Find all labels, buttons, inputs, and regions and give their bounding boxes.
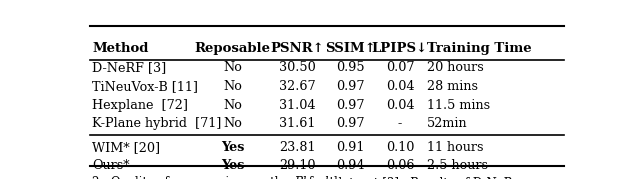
Text: 31.61: 31.61 xyxy=(279,117,315,130)
Text: Yes: Yes xyxy=(221,159,244,172)
Text: -: - xyxy=(398,117,402,130)
Text: 28 mins: 28 mins xyxy=(428,80,478,93)
Text: 20 hours: 20 hours xyxy=(428,61,484,74)
Text: 0.97: 0.97 xyxy=(336,80,365,93)
Text: K-Plane hybrid  [71]: K-Plane hybrid [71] xyxy=(92,117,222,130)
Text: WIM* [20]: WIM* [20] xyxy=(92,141,161,154)
Text: 52min: 52min xyxy=(428,117,468,130)
Text: Method: Method xyxy=(92,42,148,55)
Text: 11 hours: 11 hours xyxy=(428,141,484,154)
Text: No: No xyxy=(223,61,242,74)
Text: 2.5 hours: 2.5 hours xyxy=(428,159,488,172)
Text: Blender: Blender xyxy=(294,176,341,179)
Text: No: No xyxy=(223,99,242,112)
Text: 0.10: 0.10 xyxy=(386,141,414,154)
Text: TiNeuVox-B [11]: TiNeuVox-B [11] xyxy=(92,80,198,93)
Text: 0.97: 0.97 xyxy=(336,99,365,112)
Text: LPIPS↓: LPIPS↓ xyxy=(372,42,428,55)
Text: Hexplane  [72]: Hexplane [72] xyxy=(92,99,188,112)
Text: 0.04: 0.04 xyxy=(386,80,414,93)
Text: Training Time: Training Time xyxy=(428,42,532,55)
Text: 31.04: 31.04 xyxy=(279,99,316,112)
Text: 2:  Quality of unseen view synthesis for the: 2: Quality of unseen view synthesis for … xyxy=(92,176,353,179)
Text: Ours*: Ours* xyxy=(92,159,130,172)
Text: 29.10: 29.10 xyxy=(279,159,316,172)
Text: dataset [3].  Results of D-NeR: dataset [3]. Results of D-NeR xyxy=(331,176,513,179)
Text: 23.81: 23.81 xyxy=(279,141,316,154)
Text: 0.95: 0.95 xyxy=(336,61,365,74)
Text: 0.97: 0.97 xyxy=(336,117,365,130)
Text: 0.07: 0.07 xyxy=(386,61,414,74)
Text: SSIM↑: SSIM↑ xyxy=(325,42,376,55)
Text: 11.5 mins: 11.5 mins xyxy=(428,99,490,112)
Text: No: No xyxy=(223,80,242,93)
Text: 30.50: 30.50 xyxy=(278,61,316,74)
Text: 0.06: 0.06 xyxy=(386,159,414,172)
Text: 0.94: 0.94 xyxy=(336,159,365,172)
Text: Yes: Yes xyxy=(221,141,244,154)
Text: 32.67: 32.67 xyxy=(278,80,316,93)
Text: No: No xyxy=(223,117,242,130)
Text: D-NeRF [3]: D-NeRF [3] xyxy=(92,61,166,74)
Text: 0.91: 0.91 xyxy=(336,141,365,154)
Text: Reposable: Reposable xyxy=(195,42,271,55)
Text: 0.04: 0.04 xyxy=(386,99,414,112)
Text: PSNR↑: PSNR↑ xyxy=(270,42,324,55)
